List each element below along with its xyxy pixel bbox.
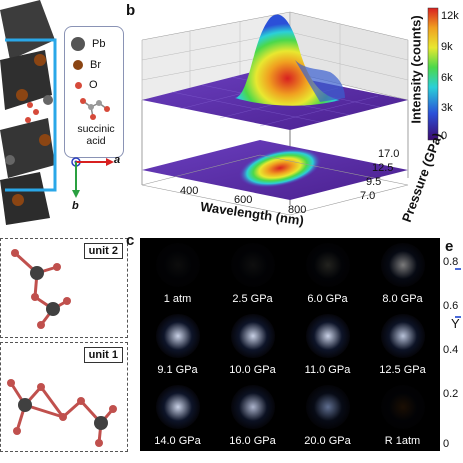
pressure-caption: 16.0 GPa — [229, 435, 276, 447]
sample-glow — [230, 313, 275, 358]
pressure-caption: 6.0 GPa — [307, 293, 348, 305]
panel-b-label: b — [126, 2, 136, 19]
unit-1-structure-image — [7, 379, 117, 447]
sample-glow — [155, 313, 200, 358]
wavelength-tick: 600 — [234, 194, 253, 206]
colorbar-tick: 0 — [441, 130, 448, 142]
unit-2-structure-image — [11, 249, 71, 329]
sample-glow — [155, 242, 200, 287]
crystal-structure-image — [0, 0, 60, 225]
panel-c-label: c — [126, 232, 135, 249]
sample-glow — [155, 384, 200, 429]
pressure-caption: 11.0 GPa — [304, 364, 351, 376]
photo-cell: 1 atm — [140, 238, 215, 309]
photo-cell: 20.0 GPa — [290, 380, 365, 451]
photo-cell: 6.0 GPa — [290, 238, 365, 309]
sample-glow — [380, 313, 425, 358]
y-axis-label: Y — [451, 316, 460, 331]
colorbar-tick: 6k — [441, 72, 453, 84]
colorbar-tick: 12k — [441, 10, 459, 22]
data-marker — [455, 316, 461, 318]
pb-atom-icon — [71, 37, 85, 51]
photo-cell: 11.0 GPa — [290, 309, 365, 380]
colorbar-tick: 3k — [441, 102, 453, 114]
photo-cell: 8.0 GPa — [365, 238, 440, 309]
unit-2-label: unit 2 — [83, 243, 123, 259]
y-tick: 0.4 — [443, 344, 459, 356]
pressure-caption: 20.0 GPa — [304, 435, 351, 447]
unit-1-box: unit 1 — [0, 342, 128, 452]
y-tick: 0.6 — [443, 300, 459, 312]
y-tick: 0 — [443, 438, 450, 450]
sample-glow — [305, 384, 350, 429]
panel-e-partial: e 0.8 0.6 Y 0.4 0.2 0 — [441, 238, 463, 463]
intensity-axis-label: Intensity (counts) — [408, 15, 424, 124]
data-marker — [455, 268, 461, 270]
pressure-tick: 9.5 — [366, 176, 382, 188]
sample-glow — [230, 242, 275, 287]
succinic-acid-label: succinic acid — [77, 123, 115, 147]
crystal-axes-indicator: a b — [64, 152, 124, 222]
photo-cell: 10.0 GPa — [215, 309, 290, 380]
panel-e-label: e — [445, 238, 454, 255]
legend-item-o: O — [71, 79, 98, 91]
y-tick: 0.8 — [443, 256, 459, 268]
photo-cell: 2.5 GPa — [215, 238, 290, 309]
pressure-caption: 14.0 GPa — [154, 435, 201, 447]
photo-cell: 9.1 GPa — [140, 309, 215, 380]
atom-legend: Pb Br O succinic acid — [64, 26, 124, 158]
pressure-caption: 9.1 GPa — [157, 364, 198, 376]
pressure-tick: 17.0 — [378, 148, 400, 160]
wavelength-tick: 800 — [288, 204, 307, 216]
axis-b-label: b — [72, 200, 79, 212]
legend-item-br: Br — [71, 59, 101, 71]
pressure-caption: 12.5 GPa — [379, 364, 426, 376]
spectra-3d-plot: 12k 9k 6k 3k 0 Intensity (counts) 17.0 1… — [140, 0, 463, 232]
pressure-tick: 12.5 — [372, 162, 394, 174]
sample-glow — [380, 384, 425, 429]
photo-cell: 16.0 GPa — [215, 380, 290, 451]
sample-glow — [305, 313, 350, 358]
pressure-caption: 1 atm — [163, 293, 192, 305]
legend-item-pb: Pb — [71, 37, 105, 51]
pressure-tick: 7.0 — [360, 190, 376, 202]
photo-cell: 14.0 GPa — [140, 380, 215, 451]
photo-cell: 12.5 GPa — [365, 309, 440, 380]
unit-2-box: unit 2 — [0, 238, 128, 338]
succinic-acid-molecule-icon — [80, 98, 110, 120]
pressure-caption: 2.5 GPa — [232, 293, 273, 305]
pressure-caption: 10.0 GPa — [229, 364, 276, 376]
pressure-caption: 8.0 GPa — [382, 293, 423, 305]
sample-glow — [230, 384, 275, 429]
axis-a-label: a — [114, 154, 121, 166]
wavelength-tick: 400 — [180, 185, 199, 197]
colorbar-tick: 9k — [441, 41, 453, 53]
sample-glow — [380, 242, 425, 287]
br-atom-icon — [73, 60, 83, 70]
y-tick: 0.2 — [443, 388, 459, 400]
photo-cell: R 1atm — [365, 380, 440, 451]
unit-1-label: unit 1 — [83, 347, 123, 363]
o-atom-icon — [75, 81, 82, 89]
sample-glow — [305, 242, 350, 287]
pressure-caption: R 1atm — [384, 435, 421, 447]
photo-grid: 1 atm 2.5 GPa 6.0 GPa 8.0 GPa 9.1 GPa 10.0 GP… — [140, 238, 440, 451]
